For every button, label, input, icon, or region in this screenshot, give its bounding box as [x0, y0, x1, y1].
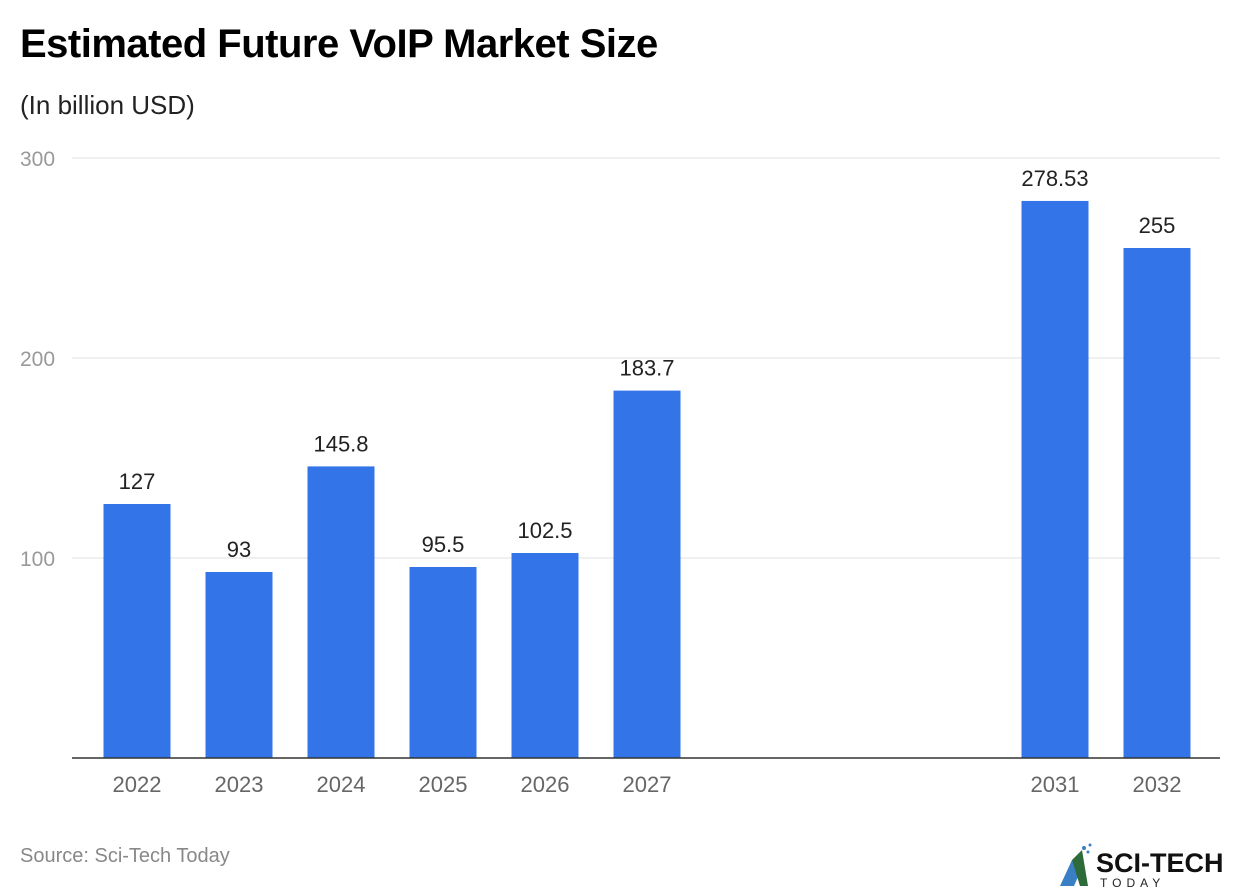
data-label-2022: 127	[119, 469, 156, 494]
y-tick-label: 100	[20, 548, 55, 571]
data-label-2027: 183.7	[619, 356, 674, 381]
x-tick-label: 2023	[215, 772, 264, 797]
bar-2032	[1123, 248, 1191, 758]
bar-2022	[103, 504, 171, 758]
chart-subtitle: (In billion USD)	[20, 90, 195, 120]
bar-2024	[307, 466, 375, 758]
x-tick-label: 2025	[419, 772, 468, 797]
y-tick-label: 200	[20, 348, 55, 371]
bar-2023	[205, 572, 273, 758]
x-tick-label: 2026	[521, 772, 570, 797]
x-tick-label: 2024	[317, 772, 366, 797]
data-label-2031: 278.53	[1021, 166, 1088, 191]
data-label-2032: 255	[1139, 213, 1176, 238]
svg-text:TODAY: TODAY	[1100, 876, 1165, 888]
bar-2027	[613, 390, 681, 758]
chart-title: Estimated Future VoIP Market Size	[20, 22, 658, 66]
data-label-2025: 95.5	[422, 532, 465, 557]
x-tick-label: 2032	[1133, 772, 1182, 797]
data-label-2023: 93	[227, 537, 251, 562]
sci-tech-today-logo: SCI-TECH TODAY	[1060, 843, 1224, 888]
bar-2026	[511, 553, 579, 758]
svg-text:SCI-TECH: SCI-TECH	[1096, 848, 1224, 878]
data-label-2024: 145.8	[313, 431, 368, 456]
y-tick-label: 300	[20, 148, 55, 171]
bar-2031	[1021, 200, 1089, 758]
bar-2025	[409, 567, 477, 758]
bar-chart: 100 200 300 127 2022 93 2023 145.8 2024 95.5 2025 1…	[20, 148, 1220, 797]
data-label-2026: 102.5	[517, 518, 572, 543]
source-note: Source: Sci-Tech Today	[20, 845, 230, 867]
x-tick-label: 2031	[1031, 772, 1080, 797]
x-tick-label: 2027	[623, 772, 672, 797]
x-tick-label: 2022	[113, 772, 162, 797]
